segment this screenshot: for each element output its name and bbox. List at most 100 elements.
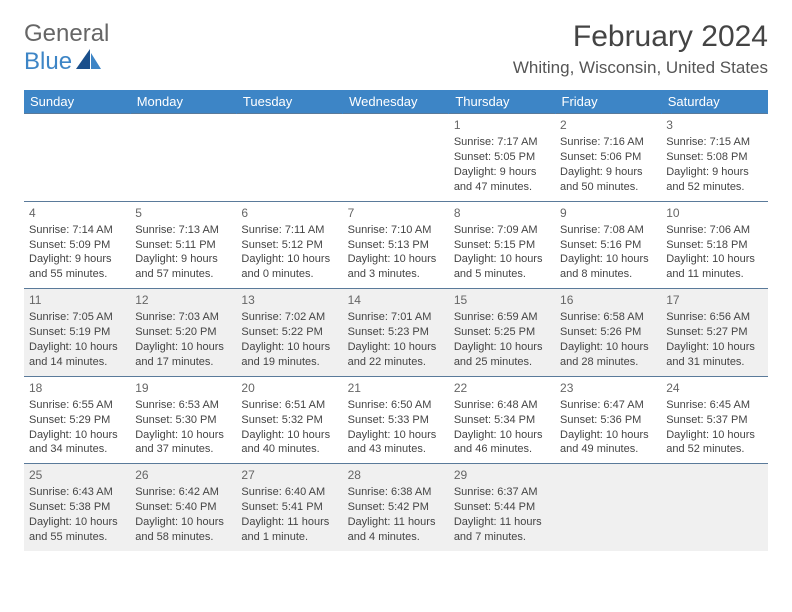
day-detail-line: Sunrise: 6:48 AM — [454, 398, 550, 413]
day-detail-line: Daylight: 10 hours — [241, 340, 337, 355]
calendar-cell: 8Sunrise: 7:09 AMSunset: 5:15 PMDaylight… — [449, 201, 555, 289]
calendar-cell: 12Sunrise: 7:03 AMSunset: 5:20 PMDayligh… — [130, 289, 236, 377]
day-detail-line: Sunset: 5:33 PM — [348, 413, 444, 428]
day-number: 1 — [454, 117, 550, 133]
day-detail-line: Sunrise: 6:50 AM — [348, 398, 444, 413]
day-detail-line: Daylight: 11 hours — [241, 515, 337, 530]
day-detail-line: Sunrise: 6:37 AM — [454, 485, 550, 500]
day-detail-line: Daylight: 10 hours — [560, 428, 656, 443]
day-detail-line: Sunrise: 6:40 AM — [241, 485, 337, 500]
day-detail-line: Sunrise: 7:13 AM — [135, 223, 231, 238]
month-title: February 2024 — [513, 20, 768, 54]
day-detail-line: and 46 minutes. — [454, 442, 550, 457]
day-detail-line: Sunrise: 7:17 AM — [454, 135, 550, 150]
day-detail-line: Sunset: 5:15 PM — [454, 238, 550, 253]
weekday-header: Saturday — [661, 90, 767, 114]
day-detail-line: Sunset: 5:27 PM — [666, 325, 762, 340]
day-detail-line: Daylight: 10 hours — [29, 340, 125, 355]
day-detail-line: Sunset: 5:37 PM — [666, 413, 762, 428]
calendar-cell: 3Sunrise: 7:15 AMSunset: 5:08 PMDaylight… — [661, 114, 767, 202]
day-detail-line: Sunrise: 6:58 AM — [560, 310, 656, 325]
day-detail-line: Daylight: 10 hours — [560, 340, 656, 355]
weekday-header: Monday — [130, 90, 236, 114]
calendar-cell: 17Sunrise: 6:56 AMSunset: 5:27 PMDayligh… — [661, 289, 767, 377]
day-detail-line: and 25 minutes. — [454, 355, 550, 370]
day-detail-line: Sunset: 5:32 PM — [241, 413, 337, 428]
calendar-cell: 4Sunrise: 7:14 AMSunset: 5:09 PMDaylight… — [24, 201, 130, 289]
day-detail-line: Daylight: 10 hours — [135, 515, 231, 530]
day-number: 24 — [666, 380, 762, 396]
day-detail-line: and 22 minutes. — [348, 355, 444, 370]
day-detail-line: and 52 minutes. — [666, 442, 762, 457]
day-detail-line: and 52 minutes. — [666, 180, 762, 195]
day-detail-line: Sunrise: 7:05 AM — [29, 310, 125, 325]
day-number: 28 — [348, 467, 444, 483]
day-detail-line: Sunrise: 7:14 AM — [29, 223, 125, 238]
calendar-cell: 11Sunrise: 7:05 AMSunset: 5:19 PMDayligh… — [24, 289, 130, 377]
day-detail-line: Sunrise: 7:15 AM — [666, 135, 762, 150]
weekday-header: Wednesday — [343, 90, 449, 114]
day-detail-line: and 49 minutes. — [560, 442, 656, 457]
day-detail-line: Daylight: 10 hours — [135, 340, 231, 355]
day-detail-line: and 37 minutes. — [135, 442, 231, 457]
day-detail-line: Sunrise: 6:53 AM — [135, 398, 231, 413]
day-detail-line: and 43 minutes. — [348, 442, 444, 457]
title-block: February 2024 Whiting, Wisconsin, United… — [513, 20, 768, 86]
day-detail-line: Sunrise: 7:10 AM — [348, 223, 444, 238]
calendar-week-row: 11Sunrise: 7:05 AMSunset: 5:19 PMDayligh… — [24, 289, 768, 377]
day-number: 15 — [454, 292, 550, 308]
day-detail-line: and 19 minutes. — [241, 355, 337, 370]
calendar-cell: 10Sunrise: 7:06 AMSunset: 5:18 PMDayligh… — [661, 201, 767, 289]
day-detail-line: and 58 minutes. — [135, 530, 231, 545]
calendar-cell: 20Sunrise: 6:51 AMSunset: 5:32 PMDayligh… — [236, 376, 342, 464]
day-number: 17 — [666, 292, 762, 308]
calendar-cell: 21Sunrise: 6:50 AMSunset: 5:33 PMDayligh… — [343, 376, 449, 464]
day-number: 21 — [348, 380, 444, 396]
day-number: 27 — [241, 467, 337, 483]
weekday-header: Thursday — [449, 90, 555, 114]
day-detail-line: Sunset: 5:11 PM — [135, 238, 231, 253]
day-detail-line: and 31 minutes. — [666, 355, 762, 370]
day-detail-line: Sunrise: 6:55 AM — [29, 398, 125, 413]
day-detail-line: and 55 minutes. — [29, 530, 125, 545]
calendar-cell: 18Sunrise: 6:55 AMSunset: 5:29 PMDayligh… — [24, 376, 130, 464]
day-detail-line: and 28 minutes. — [560, 355, 656, 370]
calendar-cell — [555, 464, 661, 551]
day-number: 23 — [560, 380, 656, 396]
day-number: 8 — [454, 205, 550, 221]
header: General Blue February 2024 Whiting, Wisc… — [24, 20, 768, 86]
day-number: 18 — [29, 380, 125, 396]
day-detail-line: Sunrise: 7:01 AM — [348, 310, 444, 325]
day-detail-line: and 0 minutes. — [241, 267, 337, 282]
day-detail-line: and 50 minutes. — [560, 180, 656, 195]
day-detail-line: Sunrise: 7:16 AM — [560, 135, 656, 150]
day-detail-line: and 3 minutes. — [348, 267, 444, 282]
day-detail-line: Sunrise: 7:02 AM — [241, 310, 337, 325]
day-number: 2 — [560, 117, 656, 133]
day-detail-line: Daylight: 10 hours — [454, 428, 550, 443]
calendar-cell: 13Sunrise: 7:02 AMSunset: 5:22 PMDayligh… — [236, 289, 342, 377]
day-detail-line: and 8 minutes. — [560, 267, 656, 282]
day-detail-line: Sunset: 5:34 PM — [454, 413, 550, 428]
calendar-cell — [343, 114, 449, 202]
calendar-cell: 15Sunrise: 6:59 AMSunset: 5:25 PMDayligh… — [449, 289, 555, 377]
calendar-cell: 16Sunrise: 6:58 AMSunset: 5:26 PMDayligh… — [555, 289, 661, 377]
day-detail-line: Sunrise: 7:06 AM — [666, 223, 762, 238]
day-detail-line: Daylight: 9 hours — [560, 165, 656, 180]
day-detail-line: Sunrise: 6:51 AM — [241, 398, 337, 413]
day-detail-line: Daylight: 9 hours — [135, 252, 231, 267]
calendar-cell: 6Sunrise: 7:11 AMSunset: 5:12 PMDaylight… — [236, 201, 342, 289]
day-detail-line: Sunrise: 6:38 AM — [348, 485, 444, 500]
location: Whiting, Wisconsin, United States — [513, 58, 768, 78]
day-detail-line: Sunset: 5:16 PM — [560, 238, 656, 253]
day-detail-line: Sunset: 5:36 PM — [560, 413, 656, 428]
calendar-cell: 14Sunrise: 7:01 AMSunset: 5:23 PMDayligh… — [343, 289, 449, 377]
day-detail-line: Daylight: 10 hours — [454, 252, 550, 267]
brand-bottom: Blue — [24, 48, 72, 76]
day-number: 26 — [135, 467, 231, 483]
calendar-cell: 5Sunrise: 7:13 AMSunset: 5:11 PMDaylight… — [130, 201, 236, 289]
calendar-cell: 1Sunrise: 7:17 AMSunset: 5:05 PMDaylight… — [449, 114, 555, 202]
day-number: 19 — [135, 380, 231, 396]
day-detail-line: Sunset: 5:20 PM — [135, 325, 231, 340]
day-detail-line: Sunset: 5:44 PM — [454, 500, 550, 515]
